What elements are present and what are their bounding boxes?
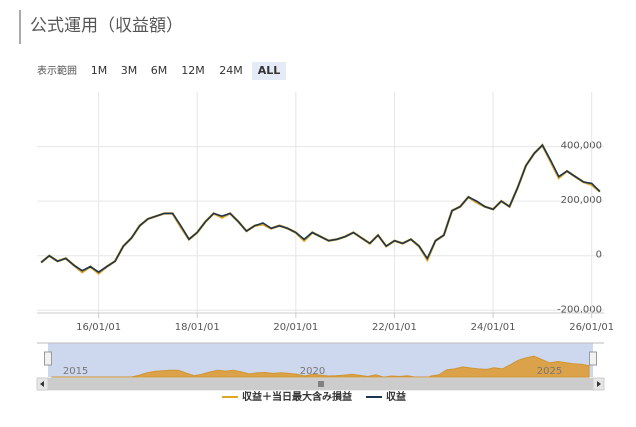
navigator-label: 2025 [537, 366, 562, 377]
series-line [40, 143, 601, 274]
legend-label[interactable]: 収益 [386, 390, 406, 403]
series-line [40, 143, 601, 275]
range-button[interactable]: 1M [91, 64, 108, 77]
x-tick-label: 24/01/01 [471, 322, 516, 333]
y-tick-label: 200,000 [561, 195, 602, 206]
navigator-label: 2020 [300, 366, 325, 377]
title-bar [19, 10, 21, 44]
legend: 収益＋当日最大含み損益 収益 [222, 390, 406, 403]
navigator-handle[interactable] [44, 351, 52, 366]
x-tick-label: 22/01/01 [372, 322, 417, 333]
range-button[interactable]: 3M [121, 64, 138, 77]
x-tick-label: 16/01/01 [76, 322, 121, 333]
navigator-handle[interactable] [589, 351, 597, 366]
y-tick-label: -200,000 [557, 304, 602, 315]
range-buttons: 1M 3M 6M 12M 24M ALL [91, 62, 286, 80]
y-tick-label: 0 [596, 250, 602, 261]
range-button[interactable]: ALL [258, 64, 281, 77]
range-label: 表示範囲 [37, 64, 77, 77]
scrollbar [36, 377, 605, 391]
range-button[interactable]: 24M [219, 64, 243, 77]
arrow-left [40, 381, 44, 387]
range-button[interactable]: 6M [151, 64, 168, 77]
range-button[interactable]: 12M [181, 64, 205, 77]
x-tick-label: 18/01/01 [175, 322, 220, 333]
navigator-area [51, 355, 590, 384]
range-button-bg[interactable] [252, 62, 286, 80]
chart-title: 公式運用（収益額） [30, 16, 183, 36]
y-tick-label: 400,000 [561, 141, 602, 152]
x-tick-label: 20/01/01 [273, 322, 318, 333]
navigator-label: 2015 [63, 366, 88, 377]
grip [318, 381, 324, 387]
legend-label[interactable]: 収益＋当日最大含み損益 [242, 390, 352, 403]
navigator: 2015 2020 2025 [37, 342, 604, 384]
arrow-right [597, 381, 601, 387]
x-tick-label: 26/01/01 [569, 322, 614, 333]
plot-area: -200,000 0 200,000 400,000 16/01/01 18/01/01 2… [37, 92, 614, 333]
